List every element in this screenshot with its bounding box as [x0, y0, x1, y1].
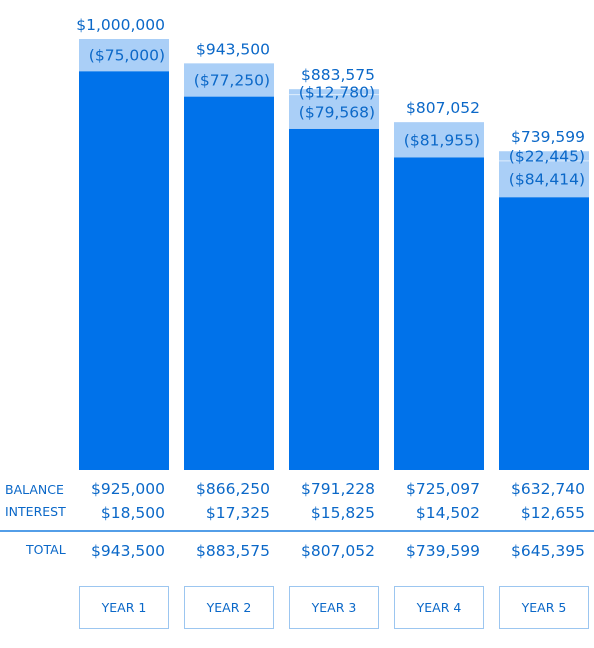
- row-label-interest: INTEREST: [5, 504, 66, 519]
- balance-value-year-2: $866,250: [196, 480, 270, 498]
- balance-bar-year-1: [79, 71, 169, 470]
- interest-value-year-2: $17,325: [206, 504, 270, 522]
- balance-value-year-3: $791,228: [301, 480, 375, 498]
- balance-value-year-5: $632,740: [511, 480, 585, 498]
- total-value-year-5: $645,395: [511, 542, 585, 560]
- year-box-5: [499, 586, 589, 629]
- year-box-1: [79, 586, 169, 629]
- interest-value-year-1: $18,500: [101, 504, 165, 522]
- withdrawal-label-year-3-2: ($79,568): [299, 103, 375, 121]
- balance-bar-year-5: [499, 197, 589, 470]
- withdrawal-label-year-1-1: ($75,000): [89, 47, 165, 65]
- row-label-total: TOTAL: [25, 542, 66, 557]
- year-label-3: YEAR 3: [311, 600, 357, 615]
- total-value-year-2: $883,575: [196, 542, 270, 560]
- year-box-3: [289, 586, 379, 629]
- interest-value-year-5: $12,655: [521, 504, 585, 522]
- balance-bar-year-4: [394, 157, 484, 470]
- withdrawal-bar-year-2: [184, 63, 274, 97]
- year-label-5: YEAR 5: [521, 600, 567, 615]
- summary-table-layer: $925,000 $18,500 $943,500 $866,250 $17,325 $8…: [91, 480, 585, 560]
- bars-layer: [79, 39, 589, 471]
- total-value-year-4: $739,599: [406, 542, 480, 560]
- row-label-balance: BALANCE: [5, 482, 64, 497]
- bar-labels-layer: ($75,000) $1,000,000 ($77,250) $943,500 ($12…: [76, 16, 585, 189]
- year-axis-layer: YEAR 1 YEAR 2 YEAR 3 YEAR 4 YEAR 5: [79, 586, 589, 629]
- start-value-label-year-1: $1,000,000: [76, 16, 165, 34]
- start-value-label-year-3: $883,575: [301, 66, 375, 84]
- withdrawal-label-year-3-1: ($12,780): [299, 83, 375, 101]
- interest-value-year-4: $14,502: [416, 504, 480, 522]
- year-box-4: [394, 586, 484, 629]
- withdrawal-label-year-5-2: ($84,414): [509, 171, 585, 189]
- start-value-label-year-4: $807,052: [406, 99, 480, 117]
- year-label-2: YEAR 2: [206, 600, 252, 615]
- withdrawal-bar-year-5: [499, 151, 589, 198]
- start-value-label-year-5: $739,599: [511, 128, 585, 146]
- withdrawal-bar-year-3: [289, 89, 379, 129]
- withdrawal-bar-year-4: [394, 122, 484, 158]
- total-value-year-3: $807,052: [301, 542, 375, 560]
- withdrawal-bar-year-1: [79, 39, 169, 72]
- withdrawal-label-year-2-1: ($77,250): [194, 71, 270, 89]
- balance-value-year-4: $725,097: [406, 480, 480, 498]
- balance-bar-year-2: [184, 96, 274, 471]
- year-label-4: YEAR 4: [416, 600, 462, 615]
- withdrawal-label-year-4-1: ($81,955): [404, 131, 480, 149]
- year-box-2: [184, 586, 274, 629]
- start-value-label-year-2: $943,500: [196, 40, 270, 58]
- year-label-1: YEAR 1: [101, 600, 147, 615]
- withdrawal-label-year-5-1: ($22,445): [509, 148, 585, 166]
- balance-bar-year-3: [289, 128, 379, 471]
- interest-value-year-3: $15,825: [311, 504, 375, 522]
- total-value-year-1: $943,500: [91, 542, 165, 560]
- balance-value-year-1: $925,000: [91, 480, 165, 498]
